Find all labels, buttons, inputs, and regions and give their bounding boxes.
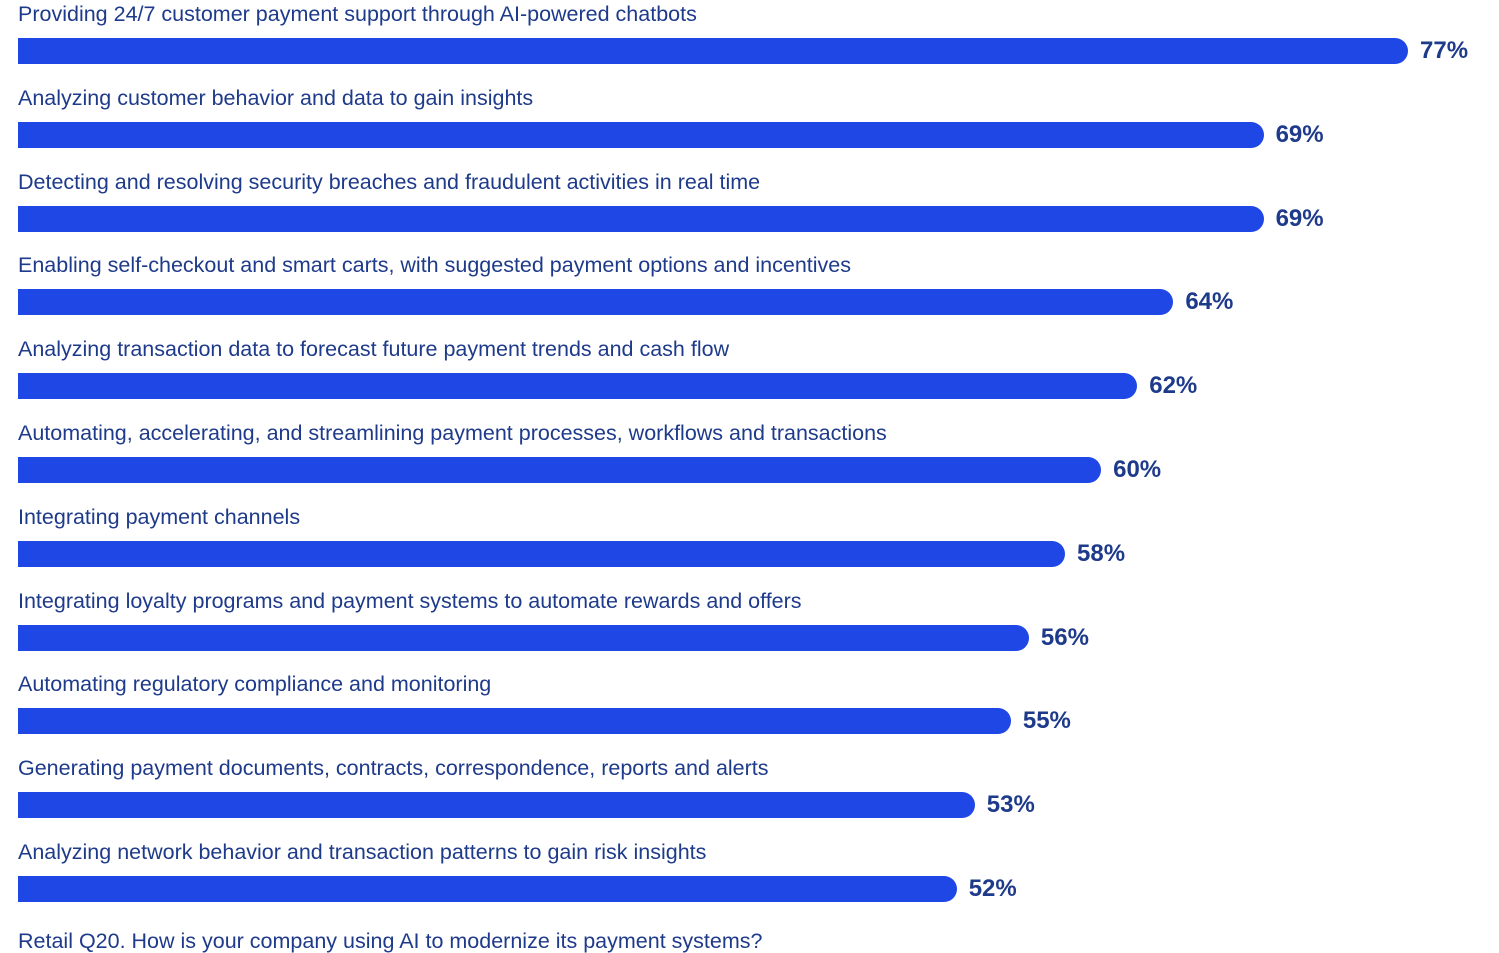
bar (18, 289, 1174, 316)
category-label: Integrating payment channels (18, 504, 301, 529)
category-label: Analyzing network behavior and transacti… (18, 840, 707, 864)
bar (18, 373, 1138, 400)
value-label: 77% (1420, 37, 1469, 64)
bar (18, 624, 1029, 651)
value-label: 64% (1185, 288, 1234, 316)
category-label: Detecting and resolving security breache… (18, 169, 761, 194)
value-label: 52% (968, 875, 1017, 902)
value-label: 60% (1113, 456, 1162, 483)
value-label: 58% (1077, 539, 1126, 567)
bar (18, 792, 975, 819)
value-label: 62% (1149, 372, 1198, 400)
chart-footnote: Retail Q20. How is your company using AI… (18, 929, 763, 953)
category-label: Generating payment documents, contracts,… (18, 756, 769, 781)
value-label: 53% (986, 791, 1035, 819)
category-label: Automating, accelerating, and streamlini… (18, 421, 887, 445)
category-label: Analyzing customer behavior and data to … (18, 85, 534, 110)
value-label: 56% (1040, 623, 1089, 651)
bar (18, 121, 1264, 148)
category-label: Analyzing transaction data to forecast f… (18, 337, 730, 362)
value-label: 69% (1275, 120, 1324, 148)
bar (18, 876, 957, 902)
value-label: 55% (1022, 707, 1071, 735)
bar (18, 540, 1065, 567)
bar (18, 38, 1408, 64)
category-label: Providing 24/7 customer payment support … (18, 2, 697, 26)
bar (18, 708, 1011, 735)
category-label: Enabling self-checkout and smart carts, … (18, 253, 851, 278)
category-label: Automating regulatory compliance and mon… (18, 672, 492, 697)
value-label: 69% (1275, 204, 1324, 232)
bar (18, 457, 1102, 483)
category-label: Integrating loyalty programs and payment… (18, 588, 802, 613)
bar (18, 205, 1264, 232)
